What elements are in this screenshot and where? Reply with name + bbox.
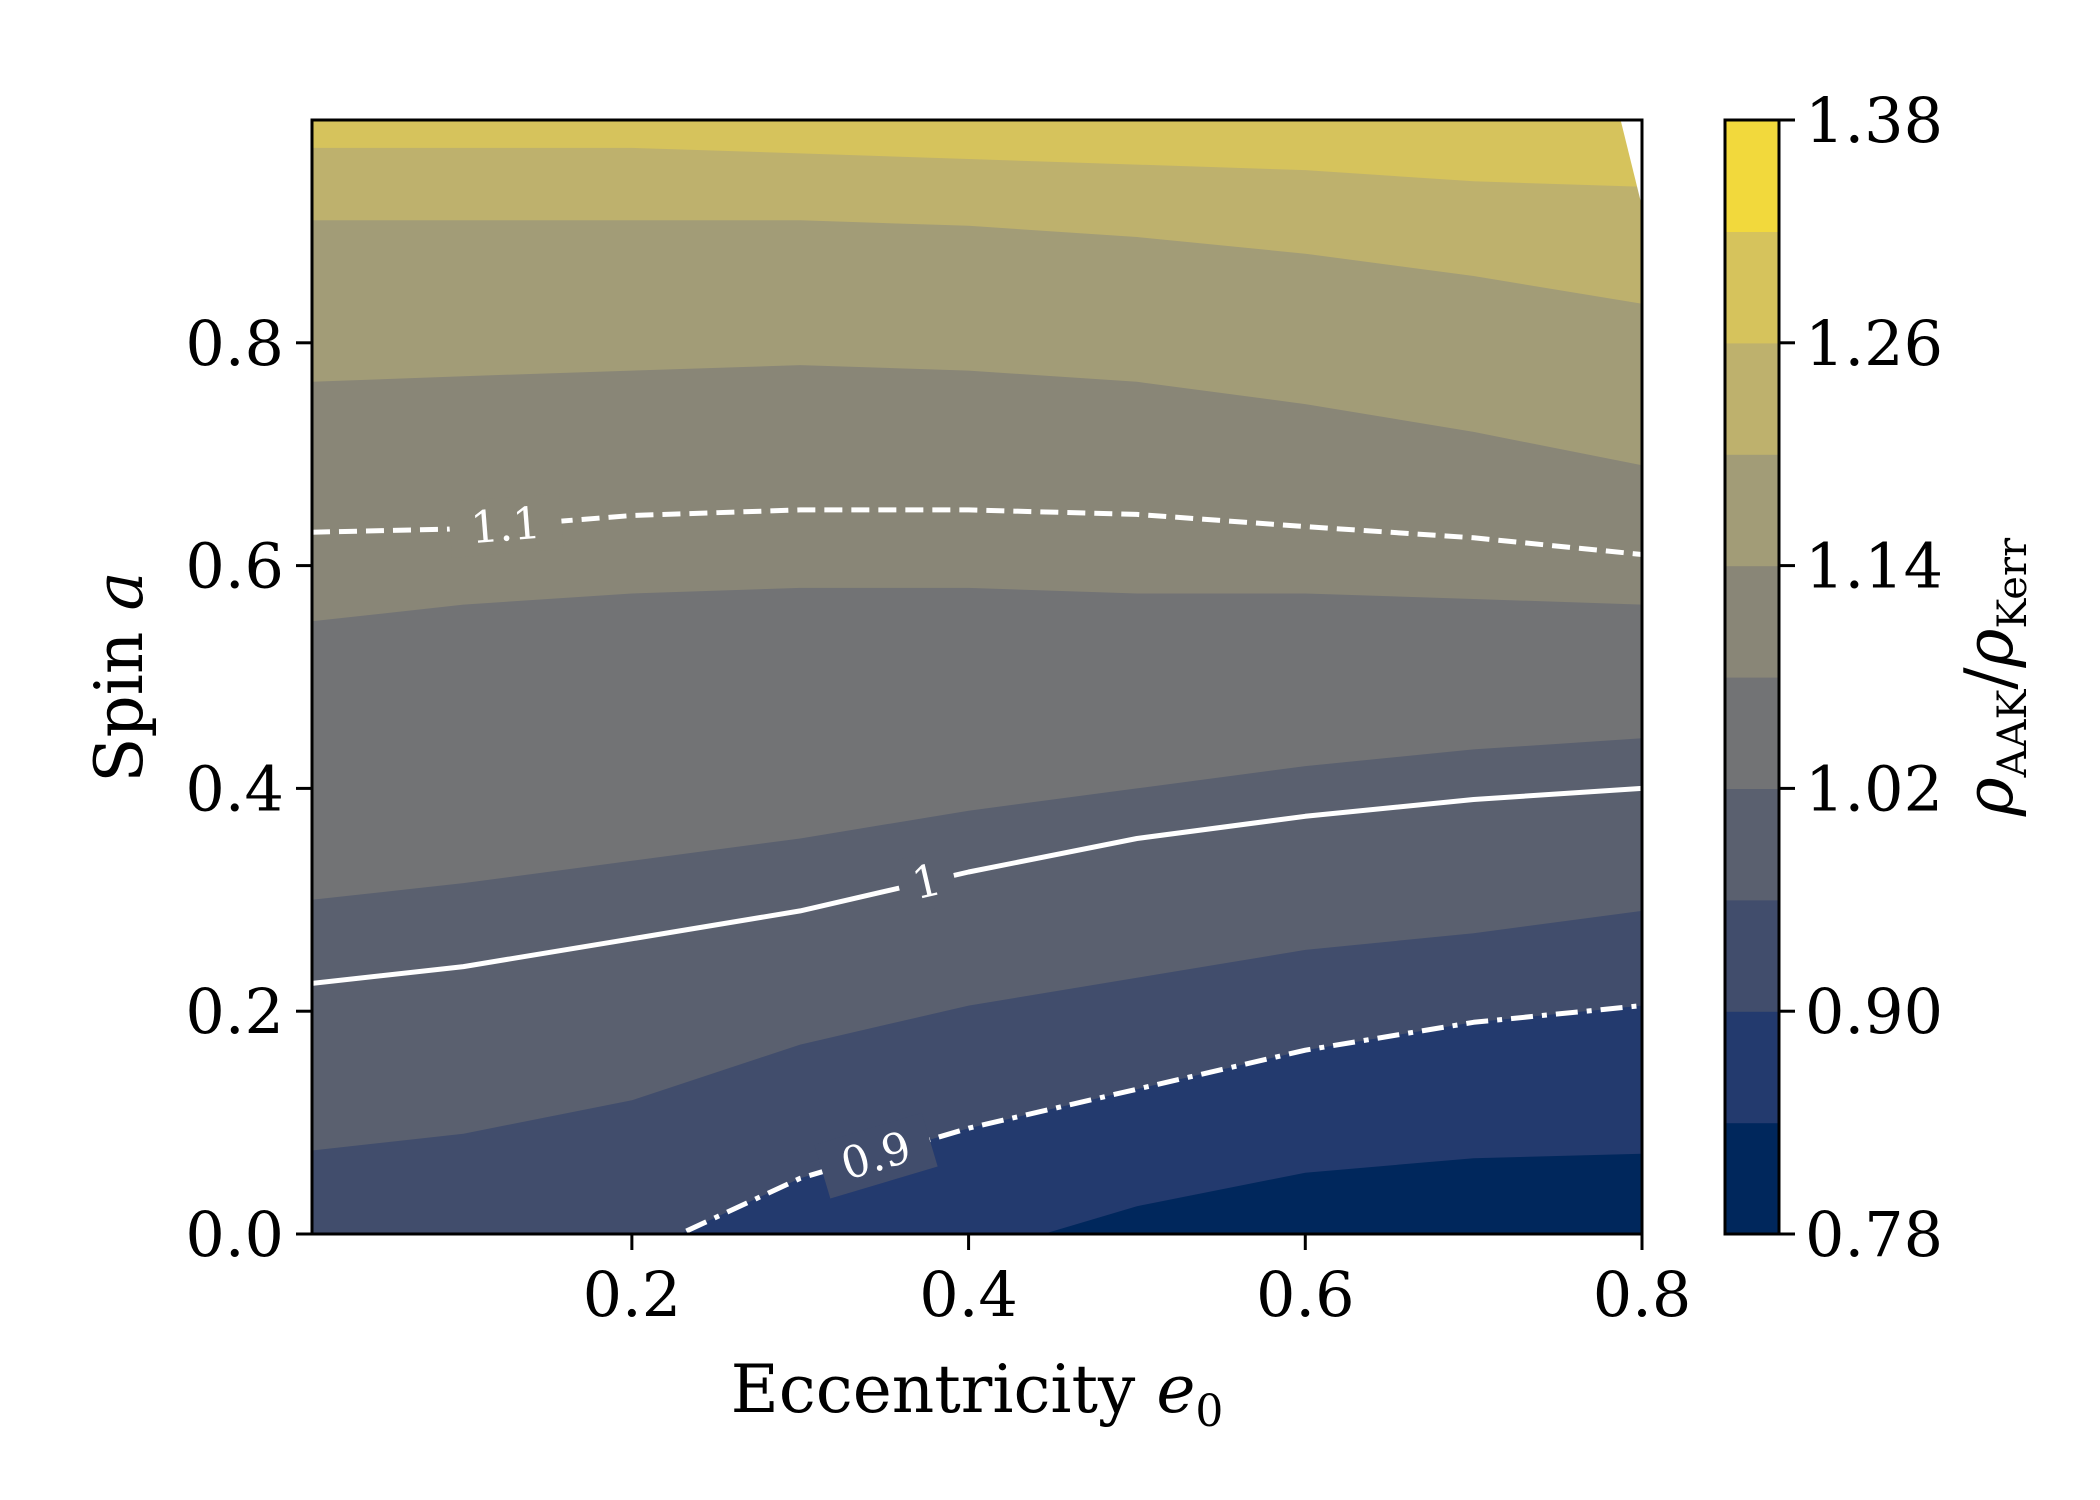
- unfilled-corner: [1620, 120, 1642, 207]
- plot-frame: [310, 118, 1644, 1236]
- colorbar-band-9: [1725, 120, 1779, 232]
- colorbar-tick-label-0: 0.78: [1805, 1198, 1943, 1271]
- colorbar-title: ρAAK/ρKerr: [1951, 537, 2036, 817]
- y-tick-label-2: 0.4: [185, 752, 284, 825]
- y-tick-label-0: 0.0: [185, 1198, 284, 1271]
- y-axis-title: Spin a: [81, 571, 158, 782]
- y-axis-symbol: a: [81, 571, 158, 610]
- x-axis-title: Eccentricity e0: [731, 1351, 1224, 1437]
- x-tick-label-1: 0.4: [919, 1258, 1018, 1331]
- colorbar-band-5: [1725, 565, 1779, 678]
- y-tick-label-1: 0.2: [185, 975, 284, 1048]
- colorbar-tick-label-5: 1.38: [1805, 84, 1943, 157]
- colorbar-band-8: [1725, 231, 1779, 344]
- x-tick-label-2: 0.6: [1256, 1258, 1355, 1331]
- colorbar: [1725, 120, 1779, 1235]
- x-tick-label-3: 0.8: [1593, 1258, 1692, 1331]
- colorbar-sub-1: AAK: [1990, 689, 2036, 779]
- colorbar-band-3: [1725, 788, 1779, 901]
- colorbar-sep: /: [1951, 667, 2028, 690]
- colorbar-band-4: [1725, 677, 1779, 789]
- colorbar-tick-label-1: 0.90: [1805, 975, 1943, 1048]
- x-tick-label-0: 0.2: [583, 1258, 682, 1331]
- band-8: [312, 120, 1642, 187]
- colorbar-band-0: [1725, 1122, 1779, 1235]
- contour-label-1.1: 1.1: [469, 498, 543, 554]
- contour-line-1.1: [312, 507, 1642, 557]
- colorbar-tick-label-3: 1.14: [1805, 530, 1943, 603]
- x-axis-title-text: Eccentricity: [731, 1351, 1136, 1428]
- y-axis-title-text: Spin: [81, 632, 158, 783]
- colorbar-band-2: [1725, 899, 1779, 1012]
- contour-line-0.9: [674, 1003, 1642, 1234]
- colorbar-tick-label-2: 1.02: [1805, 752, 1943, 825]
- colorbar-frame: [1723, 118, 1781, 1236]
- y-tick-label-3: 0.6: [185, 530, 284, 603]
- contour-label-gap-1: [892, 848, 961, 916]
- x-axis-ticks: 0.2 0.4 0.6 0.8: [583, 1234, 1692, 1331]
- colorbar-rho-1: ρ: [1951, 777, 2028, 817]
- contour-line-1: [312, 785, 1642, 986]
- colorbar-rho-2: ρ: [1951, 628, 2028, 668]
- colorbar-band-6: [1725, 454, 1779, 567]
- x-axis-subscript: 0: [1195, 1386, 1223, 1437]
- contour-bands: [312, 120, 1642, 1234]
- colorbar-sub-2: Kerr: [1990, 537, 2036, 629]
- contour-label-gap-0.9: [814, 1112, 938, 1199]
- y-tick-label-4: 0.8: [185, 307, 284, 380]
- contour-label-gap-1.1: [447, 493, 564, 558]
- colorbar-ticks: 0.78 0.90 1.02 1.14 1.26 1.38: [1779, 84, 1943, 1271]
- x-axis-symbol: e: [1156, 1351, 1195, 1428]
- colorbar-tick-label-4: 1.26: [1805, 307, 1943, 380]
- contour-lines: [312, 507, 1642, 1234]
- y-axis-ticks: 0.0 0.2 0.4 0.6 0.8: [185, 307, 312, 1271]
- colorbar-band-7: [1725, 342, 1779, 455]
- colorbar-band-1: [1725, 1011, 1779, 1124]
